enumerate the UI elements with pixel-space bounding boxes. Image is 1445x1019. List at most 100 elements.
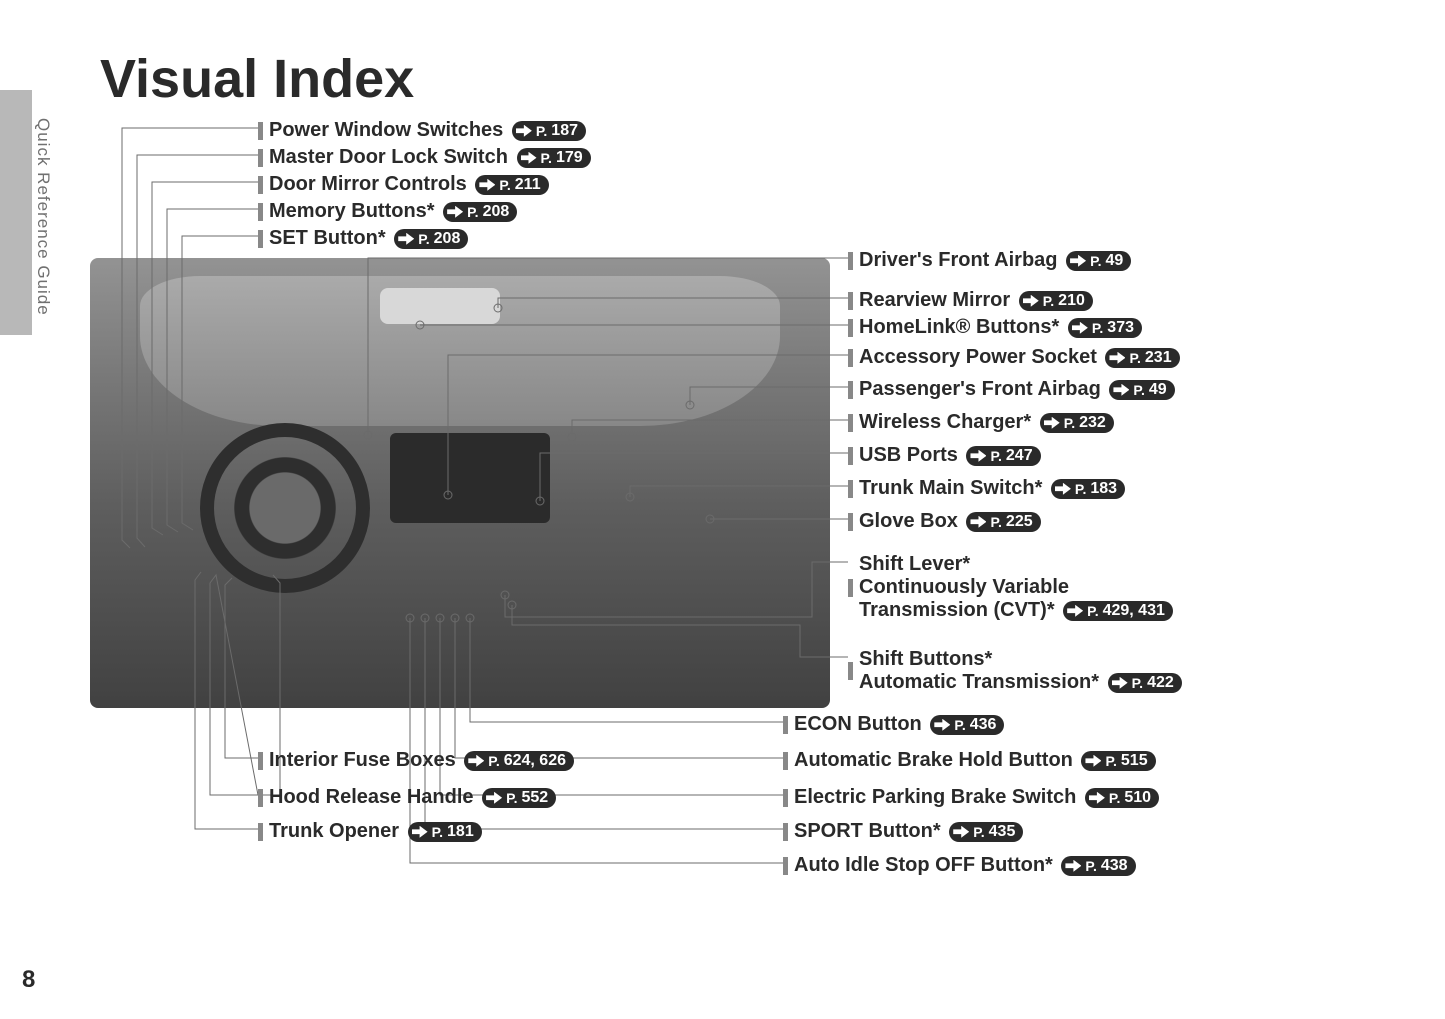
tick-mark (258, 823, 263, 841)
entry-label-line: Driver's Front Airbag P.49 (859, 249, 1131, 271)
right-entry: Trunk Main Switch* P.183 (848, 477, 1125, 500)
page-ref-pill[interactable]: P.552 (482, 788, 556, 808)
tick-mark (258, 176, 263, 194)
bottom-right-entry: Auto Idle Stop OFF Button* P.438 (783, 854, 1136, 877)
page-ref-number: 231 (1145, 349, 1172, 367)
entry-label: Glove Box P.225 (859, 510, 1041, 533)
page-ref-pill[interactable]: P.208 (443, 202, 517, 222)
entry-label: SPORT Button* P.435 (794, 820, 1023, 843)
right-entry: HomeLink® Buttons* P.373 (848, 316, 1142, 339)
page-ref-pill[interactable]: P.181 (408, 822, 482, 842)
page-ref-prefix: P. (488, 753, 499, 769)
bottom-right-entry: ECON Button P.436 (783, 713, 1004, 736)
tick-mark (783, 857, 788, 875)
entry-label-line: Passenger's Front Airbag P.49 (859, 378, 1175, 400)
tick-mark (783, 716, 788, 734)
entry-label-line: Power Window Switches P.187 (269, 119, 586, 141)
entry-label: Power Window Switches P.187 (269, 119, 586, 142)
page-ref-pill[interactable]: P. 49 (1109, 380, 1174, 400)
entry-label: Wireless Charger* P.232 (859, 411, 1114, 434)
page-ref-pill[interactable]: P.210 (1019, 291, 1093, 311)
page-ref-pill[interactable]: P.179 (517, 148, 591, 168)
entry-label-line: Interior Fuse Boxes P.624, 626 (269, 749, 574, 771)
arrow-icon (1112, 677, 1128, 689)
page-ref-prefix: P. (990, 448, 1001, 464)
entry-label-line: USB Ports P.247 (859, 444, 1041, 466)
page-ref-pill[interactable]: P. 435 (949, 822, 1023, 842)
entry-label-line: SET Button* P.208 (269, 227, 468, 249)
page-ref-prefix: P. (973, 824, 984, 840)
page-ref-number: 435 (989, 823, 1016, 841)
page-ref-number: 225 (1006, 513, 1033, 531)
page-ref-number: 211 (515, 176, 541, 194)
page-ref-number: 183 (1090, 480, 1117, 498)
tick-mark (258, 149, 263, 167)
arrow-icon (447, 206, 463, 218)
page-ref-number: 208 (483, 203, 510, 221)
page-ref-prefix: P. (1087, 603, 1098, 619)
tick-mark (848, 662, 853, 680)
entry-label-line: Shift Buttons* (859, 648, 992, 670)
page-ref-pill[interactable]: P. 211 (475, 175, 548, 195)
page-ref-number: 438 (1101, 857, 1128, 875)
page-ref-number: 208 (434, 230, 461, 248)
page-ref-pill[interactable]: P.49 (1066, 251, 1131, 271)
tick-mark (848, 414, 853, 432)
right-entry: Wireless Charger* P.232 (848, 411, 1114, 434)
arrow-icon (1044, 417, 1060, 429)
tick-mark (258, 230, 263, 248)
page-ref-pill[interactable]: P. 515 (1081, 751, 1155, 771)
page-ref-prefix: P. (1133, 382, 1144, 398)
page-ref-pill[interactable]: P.510 (1085, 788, 1159, 808)
entry-label: Trunk Main Switch* P.183 (859, 477, 1125, 500)
page-ref-prefix: P. (1090, 253, 1101, 269)
page-ref-number: 247 (1006, 447, 1033, 465)
page-ref-pill[interactable]: P. 429, 431 (1063, 601, 1173, 621)
arrow-icon (468, 755, 484, 767)
page-ref-prefix: P. (499, 177, 510, 193)
arrow-icon (1070, 255, 1086, 267)
entry-label-line: Trunk Opener P.181 (269, 820, 482, 842)
page-ref-number: 373 (1107, 319, 1134, 337)
page-ref-pill[interactable]: P.183 (1051, 479, 1125, 499)
right-entry: Accessory Power Socket P.231 (848, 346, 1180, 369)
page-ref-number: 429, 431 (1103, 602, 1165, 620)
right-entry: USB Ports P.247 (848, 444, 1041, 467)
tick-mark (783, 789, 788, 807)
page-ref-pill[interactable]: P.436 (930, 715, 1004, 735)
entry-label-line: Shift Lever* (859, 553, 970, 575)
arrow-icon (1085, 755, 1101, 767)
page-ref-pill[interactable]: P.438 (1061, 856, 1135, 876)
arrow-icon (1089, 792, 1105, 804)
page-ref-number: 49 (1149, 381, 1167, 399)
entry-label-line: Automatic Transmission* P.422 (859, 671, 1182, 694)
page-ref-pill[interactable]: P.231 (1105, 348, 1179, 368)
page-ref-pill[interactable]: P.187 (512, 121, 586, 141)
page-ref-prefix: P. (1092, 320, 1103, 336)
bottom-right-entry: Automatic Brake Hold Button P.515 (783, 749, 1156, 772)
page-ref-pill[interactable]: P. 247 (966, 446, 1040, 466)
page-ref-pill[interactable]: P.373 (1068, 318, 1142, 338)
entry-label: Rearview Mirror P.210 (859, 289, 1093, 312)
tick-mark (848, 319, 853, 337)
entry-label: Accessory Power Socket P.231 (859, 346, 1180, 369)
page-ref-number: 422 (1147, 674, 1174, 692)
page-ref-number: 515 (1121, 752, 1148, 770)
page-ref-number: 510 (1124, 789, 1151, 807)
page-ref-pill[interactable]: P.232 (1040, 413, 1114, 433)
entry-label: Electric Parking Brake Switch P.510 (794, 786, 1159, 809)
page-ref-prefix: P. (1132, 675, 1143, 691)
entry-label-line: Electric Parking Brake Switch P.510 (794, 786, 1159, 808)
page-ref-pill[interactable]: P. 208 (394, 229, 468, 249)
page-ref-prefix: P. (418, 231, 429, 247)
page-ref-pill[interactable]: P.225 (966, 512, 1040, 532)
page-ref-number: 181 (447, 823, 474, 841)
arrow-icon (1109, 352, 1125, 364)
bottom-left-entry: Hood Release Handle P.552 (258, 786, 556, 809)
top-entry: Master Door Lock Switch P.179 (258, 146, 591, 169)
page-ref-prefix: P. (541, 150, 552, 166)
right-entry: Driver's Front Airbag P.49 (848, 249, 1131, 272)
page-ref-pill[interactable]: P.624, 626 (464, 751, 574, 771)
page-ref-prefix: P. (1105, 753, 1116, 769)
page-ref-pill[interactable]: P.422 (1108, 673, 1182, 693)
